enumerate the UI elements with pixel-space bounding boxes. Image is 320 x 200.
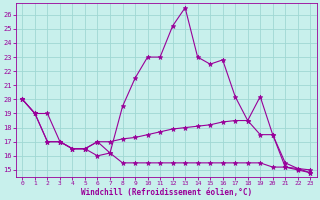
X-axis label: Windchill (Refroidissement éolien,°C): Windchill (Refroidissement éolien,°C) — [81, 188, 252, 197]
